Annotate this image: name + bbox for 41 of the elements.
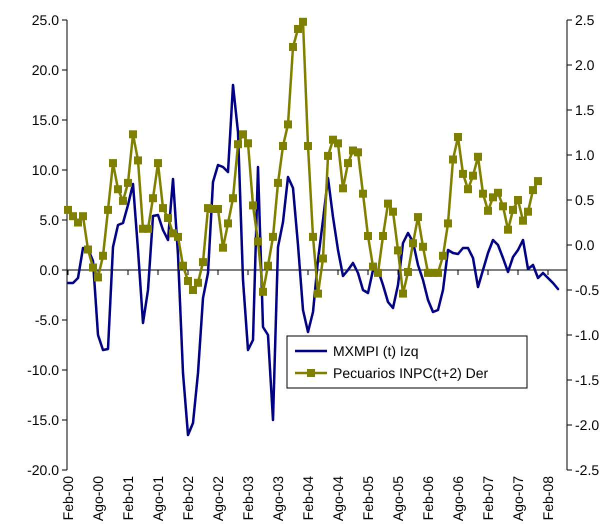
y-tick-label: 20.0 [32, 62, 60, 78]
y-tick-label: 25.0 [32, 12, 60, 28]
x-tick-label: Ago-02 [210, 476, 226, 522]
x-tick-label: Feb-08 [540, 476, 556, 520]
x-tick-label: Ago-06 [450, 476, 466, 522]
y-tick-label: 0.0 [40, 262, 60, 278]
y-tick-label: -15.0 [27, 412, 60, 428]
y2-tick-label: -1.0 [575, 326, 600, 343]
x-tick-label: Ago-03 [270, 476, 286, 522]
x-tick-label: Feb-02 [180, 476, 196, 520]
y2-tick-label: 1.5 [575, 102, 595, 118]
x-tick-label: Feb-00 [60, 476, 76, 520]
y2-tick-label: 2.5 [575, 12, 595, 28]
x-tick-label: Ago-00 [90, 476, 106, 522]
y2-tick-label: -1.5 [575, 372, 600, 388]
x-tick-label: Feb-03 [240, 476, 256, 520]
x-tick-label: Feb-05 [360, 476, 376, 520]
x-tick-label: Ago-04 [330, 476, 346, 522]
legend-label: Pecuarios INPC(t+2) Der [333, 364, 489, 381]
y2-tick-label: 2.0 [575, 56, 595, 73]
legend-label: MXMPI (t) Izq [333, 342, 419, 359]
x-tick-label: Feb-01 [120, 476, 136, 520]
y2-tick-label: 1.0 [575, 146, 595, 163]
x-tick-label: Feb-06 [420, 476, 436, 520]
y-tick-label: 15.0 [32, 112, 60, 128]
y-tick-label: -10.0 [27, 362, 60, 378]
y-tick-label: -5.0 [34, 312, 60, 328]
y2-tick-label: -2.5 [575, 462, 600, 478]
y-tick-label: -20.0 [27, 462, 60, 478]
y2-tick-label: 0.0 [575, 236, 595, 253]
x-tick-label: Feb-07 [480, 476, 496, 520]
x-tick-label: Feb-04 [300, 476, 316, 520]
y-tick-label: 10.0 [32, 162, 60, 178]
y2-tick-label: 0.5 [575, 192, 595, 208]
y2-tick-label: -0.5 [575, 282, 600, 298]
y-tick-label: 5.0 [40, 212, 60, 228]
x-tick-label: Ago-07 [510, 476, 526, 522]
line-series [66, 84, 560, 436]
y2-tick-label: -2.0 [575, 416, 600, 433]
x-tick-label: Ago-01 [150, 476, 166, 522]
x-tick-label: Ago-05 [390, 476, 406, 522]
